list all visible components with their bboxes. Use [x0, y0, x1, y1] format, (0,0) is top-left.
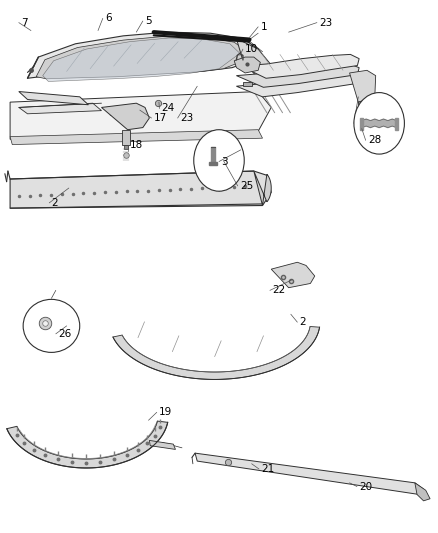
- Polygon shape: [19, 92, 88, 105]
- Polygon shape: [254, 171, 271, 206]
- Polygon shape: [234, 57, 260, 73]
- Text: 21: 21: [261, 464, 275, 474]
- Text: 23: 23: [319, 18, 332, 28]
- Polygon shape: [7, 421, 168, 468]
- Polygon shape: [237, 73, 358, 97]
- Polygon shape: [36, 36, 247, 79]
- Polygon shape: [28, 32, 258, 78]
- Text: 28: 28: [368, 135, 381, 146]
- Polygon shape: [237, 38, 271, 92]
- Polygon shape: [362, 119, 396, 127]
- Polygon shape: [243, 82, 252, 86]
- Text: 25: 25: [240, 181, 253, 191]
- Polygon shape: [195, 453, 424, 495]
- Text: 5: 5: [145, 16, 152, 26]
- Text: 22: 22: [272, 285, 285, 295]
- Polygon shape: [10, 92, 271, 139]
- Polygon shape: [350, 70, 376, 102]
- Polygon shape: [10, 171, 271, 208]
- Polygon shape: [102, 103, 149, 130]
- Text: 7: 7: [21, 18, 28, 28]
- Text: 2: 2: [300, 317, 306, 327]
- Text: 19: 19: [159, 407, 172, 417]
- Polygon shape: [241, 54, 359, 78]
- Polygon shape: [211, 147, 215, 163]
- Polygon shape: [271, 262, 315, 288]
- Text: 18: 18: [130, 140, 143, 150]
- Text: 23: 23: [180, 113, 193, 123]
- Ellipse shape: [23, 300, 80, 352]
- Polygon shape: [19, 103, 102, 114]
- Polygon shape: [124, 144, 128, 149]
- Text: 3: 3: [221, 157, 228, 166]
- Polygon shape: [360, 118, 364, 130]
- Text: 10: 10: [245, 44, 258, 54]
- Circle shape: [194, 130, 244, 191]
- Text: 26: 26: [58, 329, 71, 339]
- Polygon shape: [113, 327, 320, 379]
- Polygon shape: [358, 97, 382, 133]
- Text: 6: 6: [105, 13, 112, 23]
- Polygon shape: [10, 130, 262, 144]
- Circle shape: [354, 93, 404, 154]
- Polygon shape: [149, 440, 176, 449]
- Polygon shape: [208, 161, 217, 165]
- Text: 2: 2: [51, 198, 58, 208]
- Polygon shape: [415, 483, 430, 501]
- Polygon shape: [237, 64, 359, 87]
- Text: 20: 20: [359, 481, 372, 491]
- Polygon shape: [43, 38, 240, 82]
- Polygon shape: [122, 130, 130, 144]
- Text: 1: 1: [260, 22, 267, 32]
- Polygon shape: [395, 118, 398, 130]
- Text: 17: 17: [154, 113, 167, 123]
- Text: 24: 24: [162, 103, 175, 114]
